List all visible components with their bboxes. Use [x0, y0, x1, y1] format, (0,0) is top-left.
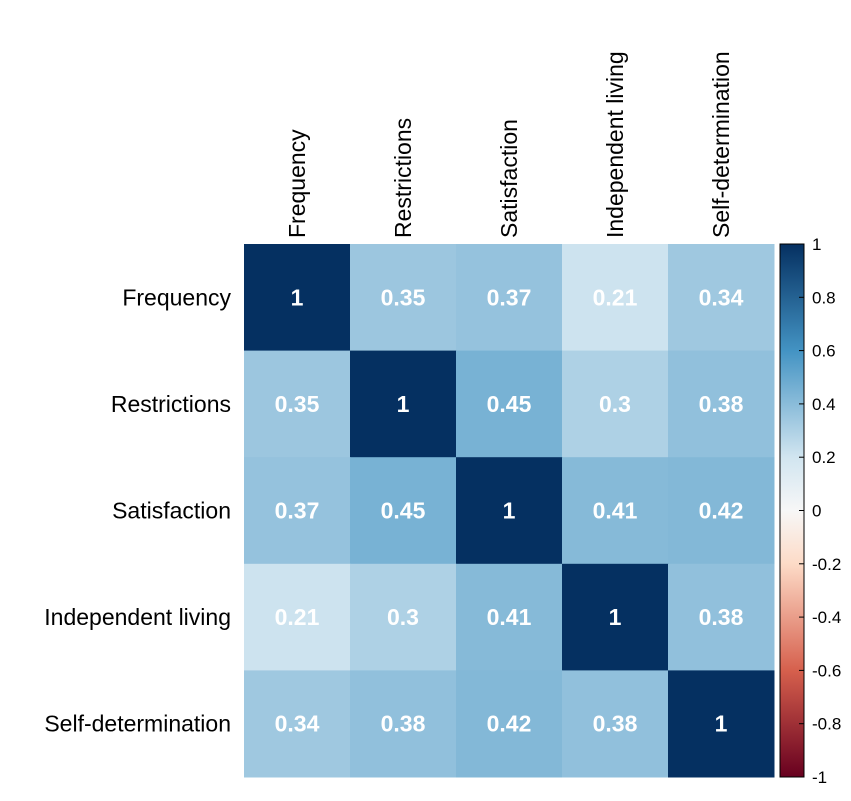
cell-value-label: 1: [397, 391, 410, 417]
cell-value-label: 0.34: [699, 284, 744, 310]
heatmap-cell: [562, 670, 669, 778]
colorbar-tick-label: -1: [812, 768, 827, 787]
cell-value-label: 0.21: [275, 604, 320, 630]
cell-value-label: 0.37: [487, 284, 532, 310]
cell-value-label: 0.42: [699, 498, 744, 524]
col-label-restrictions: Restrictions: [390, 118, 416, 238]
heatmap-cell: [668, 350, 775, 458]
col-label-satisfaction: Satisfaction: [496, 119, 522, 238]
heatmap-cell: [562, 457, 669, 565]
row-label-frequency: Frequency: [122, 284, 231, 310]
row-label-self-determination: Self-determination: [44, 711, 231, 737]
heatmap-cell: [244, 670, 351, 778]
cell-value-label: 0.35: [381, 284, 426, 310]
heatmap-cell: [456, 670, 563, 778]
cell-value-label: 0.42: [487, 711, 532, 737]
heatmap-cell: [456, 457, 563, 565]
cell-value-label: 0.3: [387, 604, 419, 630]
row-label-restrictions: Restrictions: [111, 391, 231, 417]
row-label-independent-living: Independent living: [44, 604, 231, 630]
heatmap-cell: [562, 350, 669, 458]
cell-value-label: 1: [715, 711, 728, 737]
colorbar-tick-label: 0.8: [812, 288, 836, 307]
heatmap-cell: [562, 563, 669, 671]
heatmap-cell: [244, 563, 351, 671]
colorbar-tick-label: 0.2: [812, 448, 836, 467]
cell-value-label: 0.34: [275, 711, 320, 737]
column-labels: Frequency Restrictions Satisfaction Indepen…: [284, 51, 734, 238]
colorbar: 1 0.8 0.6 0.4 0.2 0 -0.2 -0.4 -0.6 -0.8 -1: [779, 235, 841, 787]
cell-value-label: 0.41: [487, 604, 532, 630]
cell-value-label: 0.21: [593, 284, 638, 310]
cell-value-label: 0.45: [381, 498, 426, 524]
heatmap-cell: [350, 457, 457, 565]
col-label-independent-living: Independent living: [602, 51, 628, 238]
colorbar-tick-label: -0.4: [812, 608, 841, 627]
heatmap-cell: [562, 244, 669, 352]
cell-value-label: 1: [609, 604, 622, 630]
colorbar-tick-label: 0: [812, 502, 821, 521]
cell-value-label: 0.38: [699, 391, 744, 417]
cell-value-label: 0.38: [699, 604, 744, 630]
heatmap-cell: [244, 457, 351, 565]
heatmap-cell: [456, 350, 563, 458]
heatmap-cell: [350, 244, 457, 352]
cell-value-label: 0.37: [275, 498, 320, 524]
col-label-frequency: Frequency: [284, 129, 310, 238]
cell-value-label: 0.45: [487, 391, 532, 417]
heatmap-cell: [668, 244, 775, 352]
heatmap-cell: [668, 563, 775, 671]
colorbar-tick-label: -0.8: [812, 715, 841, 734]
cell-value-label: 0.35: [275, 391, 320, 417]
heatmap-cell: [350, 350, 457, 458]
cell-value-label: 0.3: [599, 391, 631, 417]
cell-value-label: 1: [503, 498, 516, 524]
cell-value-label: 0.38: [381, 711, 426, 737]
heatmap-cell: [456, 563, 563, 671]
cell-value-label: 1: [291, 284, 304, 310]
heatmap-cells: 1 0.35 0.37 0.21 0.34 0.35 1 0.45 0.3 0.38 0.37 0.4…: [244, 244, 775, 778]
heatmap-cell: [350, 563, 457, 671]
row-labels: Frequency Restrictions Satisfaction Indepen…: [44, 284, 231, 736]
colorbar-tick-label: 0.4: [812, 395, 836, 414]
heatmap-cell: [668, 670, 775, 778]
colorbar-tick-label: 1: [812, 235, 821, 254]
heatmap-cell: [244, 350, 351, 458]
colorbar-tick-label: 0.6: [812, 342, 836, 361]
heatmap-cell: [456, 244, 563, 352]
heatmap-cell: [244, 244, 351, 352]
cell-value-label: 0.38: [593, 711, 638, 737]
cell-value-label: 0.41: [593, 498, 638, 524]
row-label-satisfaction: Satisfaction: [112, 498, 231, 524]
heatmap-cell: [350, 670, 457, 778]
colorbar-tick-label: -0.2: [812, 555, 841, 574]
heatmap-cell: [668, 457, 775, 565]
col-label-self-determination: Self-determination: [708, 51, 734, 238]
colorbar-tick-label: -0.6: [812, 661, 841, 680]
